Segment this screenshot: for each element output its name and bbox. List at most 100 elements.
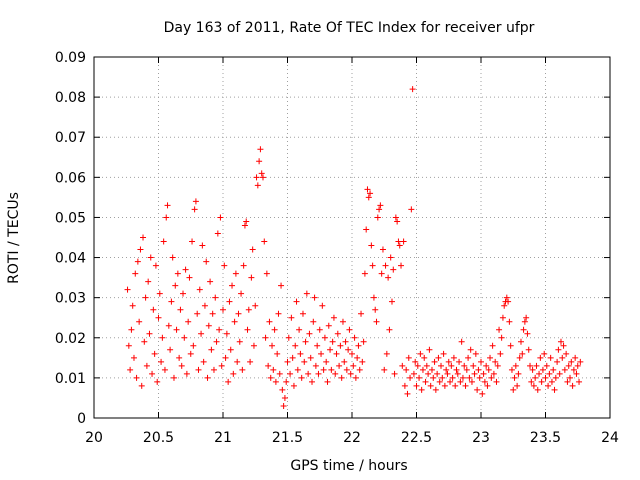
data-point [497,350,504,357]
data-point [320,366,327,373]
data-point [189,238,196,245]
data-point [452,382,459,389]
data-point [343,366,350,373]
data-point [541,350,548,357]
x-axis-label: GPS time / hours [290,458,407,474]
data-point [517,338,524,345]
data-point [190,342,197,349]
data-point [234,358,241,365]
data-point [474,386,481,393]
data-point [185,318,192,325]
data-point [431,358,438,365]
data-point [536,370,543,377]
data-point [250,342,257,349]
data-point [170,374,177,381]
data-point [142,294,149,301]
data-point [187,350,194,357]
data-point [160,238,167,245]
data-point [456,358,463,365]
data-point [392,214,399,221]
y-tick-label: 0.09 [55,50,86,66]
data-point [145,278,152,285]
data-point [181,334,188,341]
data-point [293,298,300,305]
data-point [532,374,539,381]
data-point [270,366,277,373]
data-point [356,366,363,373]
data-point [440,350,447,357]
data-point [444,370,451,377]
data-point [499,314,506,321]
data-point [374,214,381,221]
data-point [369,262,376,269]
data-point [284,358,291,365]
data-point [479,390,486,397]
data-point [352,374,359,381]
data-point [445,358,452,365]
data-point [262,334,269,341]
data-point [555,346,562,353]
data-point [301,358,308,365]
y-tick-label: 0.01 [55,371,86,387]
data-point [236,338,243,345]
data-point [506,318,513,325]
data-point [361,270,368,277]
data-point [527,362,534,369]
data-point [281,394,288,401]
data-point [487,354,494,361]
data-point [476,374,483,381]
data-point [319,302,326,309]
x-tick-label: 21.5 [272,430,303,446]
data-point [141,338,148,345]
data-point [146,330,153,337]
data-point [355,342,362,349]
data-point [439,374,446,381]
data-point [484,382,491,389]
data-point [140,234,147,241]
data-point [468,378,475,385]
data-point [167,346,174,353]
data-point [516,354,523,361]
data-point [214,230,221,237]
data-point [363,226,370,233]
data-point [129,302,136,309]
data-point [434,370,441,377]
data-point [195,366,202,373]
data-point [577,358,584,365]
data-point [183,370,190,377]
data-point [567,374,574,381]
data-point [199,242,206,249]
data-point [400,238,407,245]
data-point [418,386,425,393]
data-point [391,370,398,377]
data-point [425,370,432,377]
data-point [191,206,198,213]
data-point [413,382,420,389]
data-point [554,358,561,365]
data-point [312,362,319,369]
data-point [174,270,181,277]
data-point [161,366,168,373]
data-point [333,350,340,357]
data-point [572,354,579,361]
data-point [324,378,331,385]
data-point [130,354,137,361]
y-tick-labels: 0 0.01 0.02 0.03 0.04 0.05 0.06 0.07 0.08 0.09 [55,50,86,427]
data-point [296,326,303,333]
data-point [378,270,385,277]
data-point [163,214,170,221]
data-point [241,222,248,229]
data-point [176,354,183,361]
x-tick-label: 21 [214,430,232,446]
data-point [569,382,576,389]
data-point [143,362,150,369]
data-point [221,262,228,269]
data-point [269,342,276,349]
data-point [225,378,232,385]
data-point [287,370,294,377]
data-point [467,346,474,353]
data-point [180,290,187,297]
data-point [459,374,466,381]
data-point [376,206,383,213]
y-tick-label: 0.03 [55,291,86,307]
